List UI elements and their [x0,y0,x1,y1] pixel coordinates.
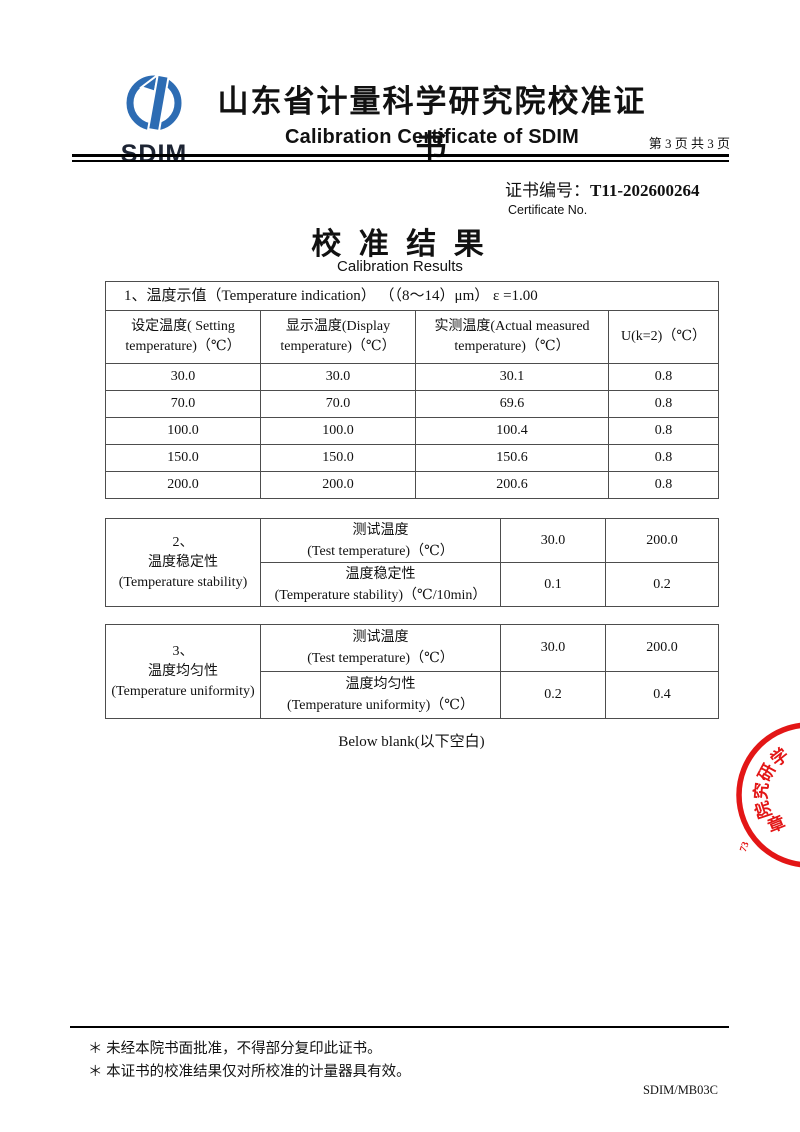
temperature-stability-table: 2、 温度稳定性 (Temperature stability) 测试温度 (T… [105,518,719,607]
cell: 150.0 [105,444,261,472]
table-row: 温度稳定性 (Temperature stability)（℃/10min） 0… [106,562,719,607]
table-row: 2、 温度稳定性 (Temperature stability) 测试温度 (T… [105,518,719,607]
certificate-number-value: T11-202600264 [590,181,700,200]
cell: 30.0 [500,518,606,563]
table-row: 70.0 70.0 69.6 0.8 [105,390,720,418]
label-en: (Test temperature)（℃） [307,543,454,559]
cell: 0.8 [607,417,720,445]
label-en: (Temperature uniformity)（℃） [287,698,474,713]
footer-note-1: ＊ 未经本院书面批准，不得部分复印此证书。 [88,1041,382,1057]
cell: 30.0 [500,624,606,672]
cell: 100.0 [105,417,261,445]
table-row: 3、 温度均匀性 (Temperature uniformity) 测试温度 (… [105,624,719,719]
cell: 30.0 [105,363,261,391]
cell: 0.2 [605,562,719,607]
org-title-cn: 山东省计量科学研究院校准证书 [217,84,647,164]
document-code: SDIM/MB03C [642,1083,718,1097]
table3-title-en: (Temperature uniformity) [111,683,255,699]
table1-caption: 1、温度示值（Temperature indication） （（8～14）μm… [104,281,720,311]
temperature-indication-table: 1、温度示值（Temperature indication） （（8～14）μm… [104,281,720,499]
table2-title-en: (Temperature stability) [118,574,248,590]
org-title-en: Calibration Certificate of SDIM [284,126,579,148]
cell: 69.6 [415,390,609,418]
certificate-number-label: 证书编号： [505,181,590,200]
cell: 0.8 [607,471,720,499]
cell: 30.0 [260,363,416,391]
temperature-uniformity-table: 3、 温度均匀性 (Temperature uniformity) 测试温度 (… [105,624,719,719]
table-row: 200.0 200.0 200.6 0.8 [105,471,720,499]
cell: 200.0 [105,471,261,499]
table-row: 150.0 150.0 150.6 0.8 [105,444,720,472]
below-blank-note: Below blank(以下空白) [338,734,485,750]
seal-char: 研 [755,761,780,785]
table2-label-stability: 温度稳定性 (Temperature stability)（℃/10min） [260,562,501,607]
table-row: 温度均匀性 (Temperature uniformity)（℃） 0.2 0.… [106,671,719,719]
cell: 30.1 [415,363,609,391]
label-en: (Test temperature)（℃） [307,651,454,666]
results-title-cn: 校 准 结 果 [311,228,489,261]
certificate-number: 证书编号：T11-202600264 [505,176,700,201]
seal-char: 章 [765,812,788,837]
official-seal-icon: 学 研 究 院 章 73 [731,716,800,876]
seal-char: 究 [750,781,771,800]
table3-title-cn: 温度均匀性 [148,663,218,679]
cell: 100.4 [415,417,609,445]
label-cn: 温度均匀性 [345,677,416,692]
cell: 100.0 [260,417,416,445]
footer-note-2: ＊ 本证书的校准结果仅对所校准的计量器具有效。 [88,1064,411,1080]
cell: 0.2 [500,671,606,719]
table3-label-uniformity: 温度均匀性 (Temperature uniformity)（℃） [260,671,501,719]
certificate-number-sublabel: Certificate No. [508,203,588,217]
footer-rule [70,1026,729,1028]
cell: 0.8 [607,444,720,472]
label-cn: 测试温度 [352,630,409,645]
cell: 200.6 [415,471,609,499]
results-title-en: Calibration Results [337,258,463,275]
seal-serial-fragment: 73 [738,840,752,853]
cell: 200.0 [260,471,416,499]
cell: 0.4 [605,671,719,719]
label-en: (Temperature stability)（℃/10min） [274,587,487,603]
cell: 200.0 [605,518,719,563]
label-cn: 测试温度 [352,522,409,538]
cell: 0.8 [607,363,720,391]
table3-label-test-temp: 测试温度 (Test temperature)（℃） [260,624,501,672]
table2-row-header: 2、 温度稳定性 (Temperature stability) [105,518,261,607]
cell: 150.6 [415,444,609,472]
footer-notes: ＊ 未经本院书面批准，不得部分复印此证书。 ＊ 本证书的校准结果仅对所校准的计量… [88,1038,708,1084]
table-row: 100.0 100.0 100.4 0.8 [105,417,720,445]
sdim-logo-icon: SDIM [121,72,188,166]
table1-header-uncertainty: U(k=2)（℃） [607,310,720,364]
table1-header-setting: 设定温度( Setting temperature)（℃） [105,310,261,364]
page-number: 第 3 页 共 3 页 [648,136,730,151]
table2-number: 2、 [172,534,194,550]
cell: 150.0 [260,444,416,472]
table-row: 30.0 30.0 30.1 0.8 [105,363,720,391]
table2-title-cn: 温度稳定性 [148,554,218,570]
table1-header-display: 显示温度(Display temperature)（℃） [260,310,416,364]
cell: 0.1 [500,562,606,607]
cell: 0.8 [607,390,720,418]
table1-header-actual: 实测温度(Actual measured temperature)（℃） [415,310,609,364]
cell: 70.0 [260,390,416,418]
cell: 70.0 [105,390,261,418]
table2-label-test-temp: 测试温度 (Test temperature)（℃） [260,518,501,563]
header-rule [72,154,729,162]
seal-char: 院 [751,799,775,821]
table3-number: 3、 [172,643,194,659]
table3-row-header: 3、 温度均匀性 (Temperature uniformity) [105,624,261,719]
cell: 200.0 [605,624,719,672]
label-cn: 温度稳定性 [345,566,416,582]
logo-text: SDIM [121,140,188,166]
